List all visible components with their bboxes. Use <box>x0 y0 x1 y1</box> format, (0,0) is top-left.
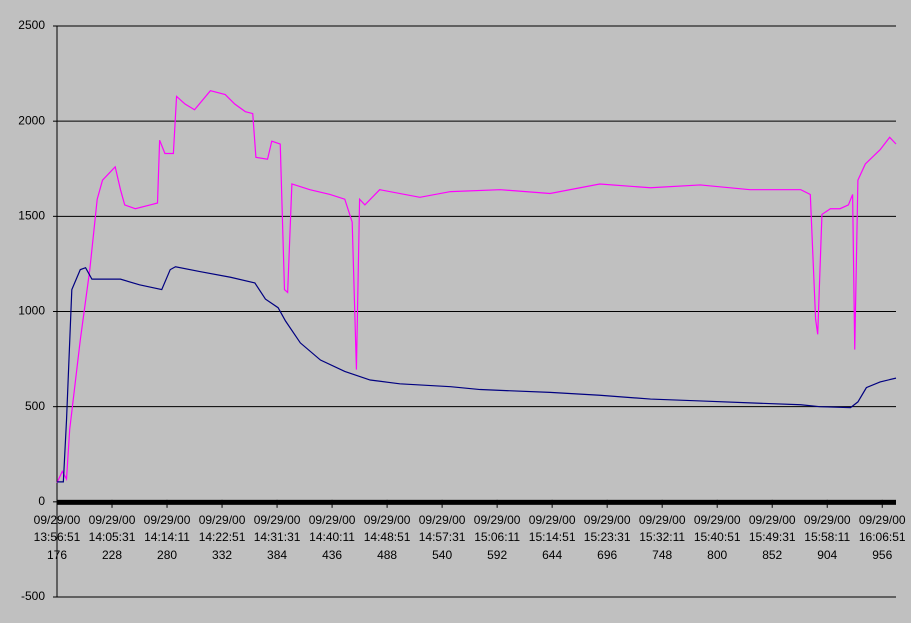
x-tick-label: 09/29/00 16:06:51 956 <box>858 512 906 562</box>
x-tick-label: 09/29/00 15:14:51 644 <box>528 512 576 562</box>
y-tick-label: 1000 <box>18 304 45 318</box>
x-tick-label: 09/29/00 15:32:11 748 <box>638 512 686 562</box>
line-series <box>56 90 897 484</box>
y-tick-label: 0 <box>38 494 45 508</box>
line-series <box>57 266 897 483</box>
x-tick-label: 09/29/00 13:56:51 176 <box>33 512 81 562</box>
x-tick-label: 09/29/00 14:57:31 540 <box>418 512 466 562</box>
x-axis <box>57 499 896 505</box>
y-tick-label: 2000 <box>18 113 45 127</box>
x-tick-label: 09/29/00 15:58:11 904 <box>803 512 851 562</box>
y-tick-label: -500 <box>21 589 45 603</box>
y-tick-label: 2500 <box>18 18 45 32</box>
x-tick-label: 09/29/00 15:23:31 696 <box>583 512 631 562</box>
x-tick-label: 09/29/00 15:06:11 592 <box>473 512 521 562</box>
x-tick-label: 09/29/00 14:05:31 228 <box>88 512 136 562</box>
y-tick-label: 1500 <box>18 209 45 223</box>
x-tick-label: 09/29/00 14:40:11 436 <box>308 512 356 562</box>
x-tick-label: 09/29/00 14:22:51 332 <box>198 512 246 562</box>
x-tick-label: 09/29/00 14:48:51 488 <box>363 512 411 562</box>
y-tick-label: 500 <box>25 399 45 413</box>
x-tick-label: 09/29/00 14:14:11 280 <box>143 512 191 562</box>
x-tick-label: 09/29/00 14:31:31 384 <box>253 512 301 562</box>
x-tick-label: 09/29/00 15:40:51 800 <box>693 512 741 562</box>
x-tick-label: 09/29/00 15:49:31 852 <box>748 512 796 562</box>
